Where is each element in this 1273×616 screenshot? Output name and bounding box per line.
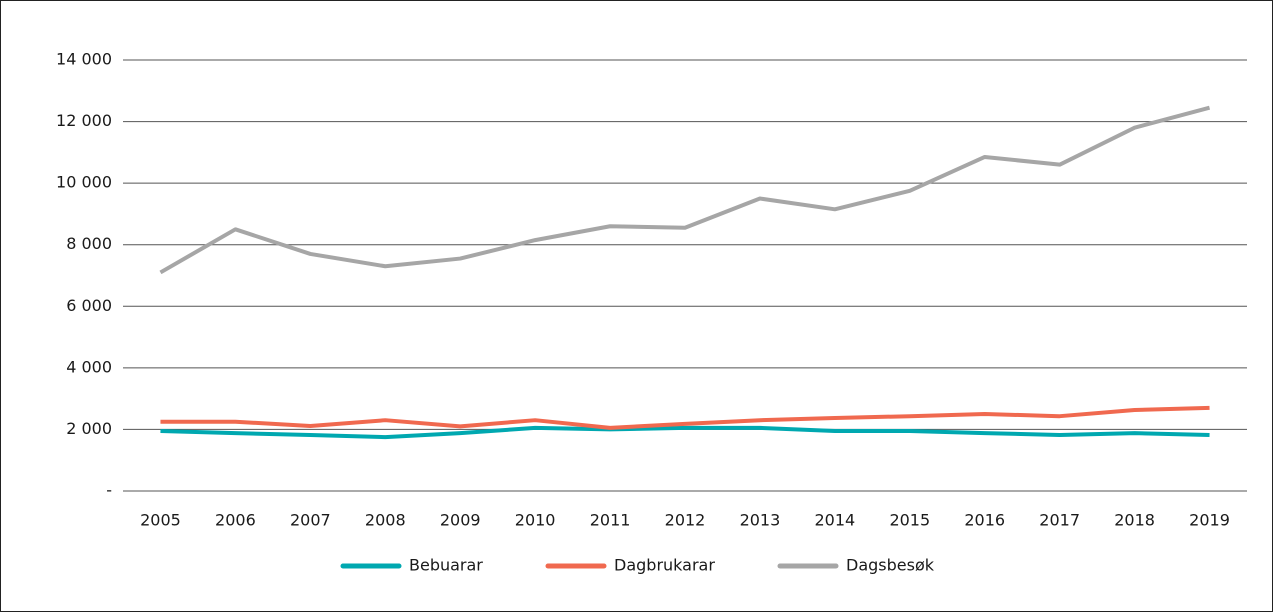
series-line (160, 405, 1210, 430)
y-tick-label: 4 000 (66, 357, 112, 376)
x-tick-label: 2005 (140, 511, 181, 530)
legend-label: Dagbrukarar (614, 556, 715, 575)
x-tick-label: 2008 (365, 511, 406, 530)
x-tick-label: 2019 (1189, 511, 1230, 530)
series-line (160, 425, 1210, 440)
x-tick-label: 2018 (1114, 511, 1155, 530)
x-tick-label: 2013 (740, 511, 781, 530)
y-tick-label: 10 000 (56, 173, 112, 192)
x-tick-label: 2009 (440, 511, 481, 530)
y-tick-label: 2 000 (66, 419, 112, 438)
x-tick-label: 2010 (515, 511, 556, 530)
legend-label: Bebuarar (409, 556, 483, 575)
legend-label: Dagsbesøk (846, 556, 935, 575)
y-tick-label: 6 000 (66, 296, 112, 315)
x-tick-label: 2016 (964, 511, 1005, 530)
series-line (159, 105, 1211, 275)
x-tick-label: 2015 (889, 511, 930, 530)
x-tick-label: 2017 (1039, 511, 1080, 530)
x-tick-label: 2012 (665, 511, 706, 530)
y-tick-label: 8 000 (66, 234, 112, 253)
x-tick-label: 2006 (215, 511, 256, 530)
y-tick-label: - (106, 481, 112, 500)
x-tick-label: 2011 (590, 511, 631, 530)
x-tick-label: 2007 (290, 511, 331, 530)
x-tick-label: 2014 (815, 511, 856, 530)
y-tick-label: 12 000 (56, 111, 112, 130)
y-tick-label: 14 000 (56, 50, 112, 69)
